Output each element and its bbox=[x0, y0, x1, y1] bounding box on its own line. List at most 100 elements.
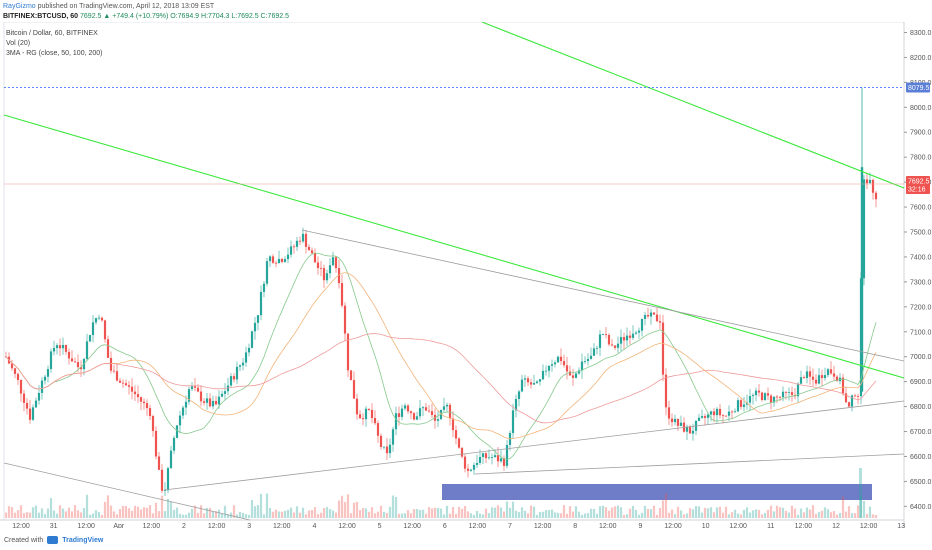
author-link[interactable]: RayGizmo bbox=[3, 3, 36, 10]
volume-bar bbox=[205, 507, 209, 518]
volume-bar bbox=[460, 508, 464, 518]
volume-bar bbox=[442, 514, 446, 518]
candle-body bbox=[532, 383, 536, 385]
ma-100-line bbox=[5, 272, 877, 440]
volume-bar bbox=[244, 514, 248, 518]
volume-bar bbox=[127, 508, 131, 518]
candle-body bbox=[235, 366, 239, 380]
volume-bar bbox=[13, 512, 17, 518]
x-tick-label: 12:00 bbox=[338, 523, 356, 528]
volume-bar bbox=[640, 512, 644, 518]
candle-body bbox=[142, 401, 146, 404]
candle-body bbox=[220, 393, 224, 397]
y-tick-label: 6600.0 bbox=[910, 454, 932, 461]
volume-bar bbox=[469, 513, 473, 518]
candle-body bbox=[247, 347, 251, 353]
volume-bar bbox=[664, 493, 668, 518]
candle-body bbox=[70, 358, 74, 362]
candle-body bbox=[817, 375, 821, 384]
candle-body bbox=[349, 370, 353, 381]
volume-bar bbox=[751, 510, 755, 518]
candle-body bbox=[400, 408, 404, 417]
candle-body bbox=[154, 430, 158, 457]
volume-bar bbox=[715, 507, 719, 518]
volume-bar bbox=[61, 508, 65, 518]
volume-bar bbox=[409, 513, 413, 518]
volume-bar bbox=[871, 514, 875, 518]
price-chart[interactable]: 6400.0 6500.0 6600.0 6700.0 6800.0 6900.0 7000… bbox=[0, 22, 932, 528]
tradingview-brand-link[interactable]: TradingView bbox=[62, 536, 104, 544]
volume-bar bbox=[763, 512, 767, 518]
volume-bar bbox=[550, 509, 554, 518]
candle-body bbox=[436, 419, 440, 421]
volume-bar bbox=[286, 509, 290, 518]
ma-200-line bbox=[5, 333, 877, 424]
volume-bar bbox=[667, 512, 671, 518]
volume-bar bbox=[805, 507, 809, 518]
x-tick-label: 12:00 bbox=[729, 523, 747, 528]
volume-bar bbox=[463, 505, 467, 518]
candle-body bbox=[655, 314, 659, 322]
volume-bar bbox=[268, 507, 272, 518]
candle-body bbox=[331, 257, 335, 266]
volume-bar bbox=[502, 511, 506, 518]
volume-bar bbox=[40, 508, 44, 518]
candle-body bbox=[130, 386, 134, 392]
volume-bar bbox=[592, 508, 596, 518]
volume-bar bbox=[22, 513, 26, 518]
candle-body bbox=[487, 457, 491, 459]
volume-bar bbox=[625, 514, 629, 518]
candle-body bbox=[64, 344, 68, 352]
candle-body bbox=[499, 458, 503, 462]
volume-bar bbox=[385, 512, 389, 518]
volume-bar bbox=[64, 511, 68, 518]
volume-bar bbox=[97, 512, 101, 518]
candle-body bbox=[232, 376, 236, 380]
volume-bar bbox=[490, 507, 494, 518]
x-tick-label: 6 bbox=[443, 523, 447, 528]
candle-body bbox=[778, 396, 782, 398]
candle-body bbox=[724, 415, 728, 417]
volume-bar bbox=[214, 511, 218, 518]
candle-body bbox=[244, 352, 248, 363]
ohlc-values: O:7694.9 H:7704.3 L:7692.5 C:7692.5 bbox=[170, 13, 289, 20]
volume-bar bbox=[451, 506, 455, 518]
legend-volume: Vol (20) bbox=[6, 40, 31, 47]
candle-body bbox=[844, 393, 848, 403]
volume-bar bbox=[325, 507, 329, 518]
candle-body bbox=[616, 343, 620, 348]
candle-body bbox=[667, 407, 671, 419]
x-tick-label: 12:00 bbox=[664, 523, 682, 528]
volume-bar bbox=[577, 511, 581, 518]
volume-bar bbox=[829, 512, 833, 518]
volume-bar bbox=[643, 505, 647, 518]
volume-bar bbox=[697, 506, 701, 518]
volume-bar bbox=[100, 514, 104, 518]
y-tick-label: 7900.0 bbox=[910, 130, 932, 137]
candle-body bbox=[343, 305, 347, 334]
candle-body bbox=[412, 413, 416, 420]
volume-bar bbox=[523, 510, 527, 518]
candle-body bbox=[274, 262, 278, 264]
candle-body bbox=[133, 391, 137, 395]
volume-bar bbox=[292, 512, 296, 518]
candle-body bbox=[208, 398, 212, 407]
x-tick-label: 10 bbox=[702, 523, 710, 528]
volume-bar bbox=[562, 505, 566, 518]
x-tick-label: 12:00 bbox=[599, 523, 617, 528]
x-tick-label: 11 bbox=[767, 523, 774, 528]
candle-body bbox=[283, 259, 287, 262]
candle-body bbox=[439, 409, 443, 420]
volume-bar bbox=[88, 514, 92, 518]
volume-bar bbox=[553, 512, 557, 518]
candle-body bbox=[442, 406, 446, 410]
candle-body bbox=[736, 400, 740, 412]
volume-bar bbox=[109, 505, 113, 518]
candle-body bbox=[547, 365, 551, 371]
candle-body bbox=[79, 367, 83, 370]
candle-body bbox=[712, 411, 716, 416]
candle-body bbox=[544, 370, 548, 372]
volume-bar bbox=[631, 505, 635, 518]
candle-body bbox=[196, 387, 200, 392]
volume-bar bbox=[94, 510, 98, 518]
